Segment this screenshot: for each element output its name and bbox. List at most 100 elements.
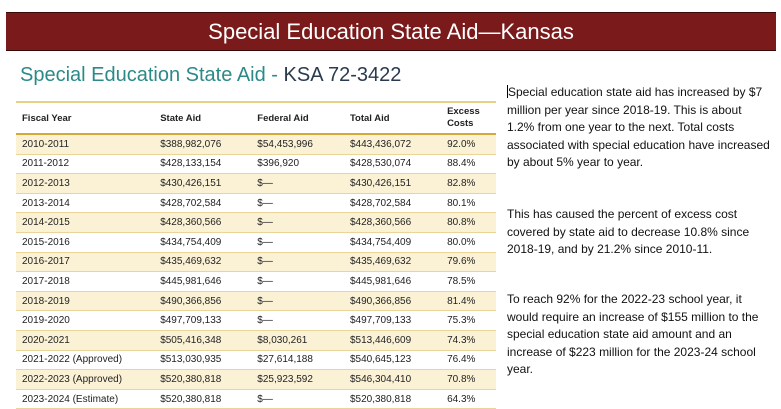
cell-total-aid: $490,366,856 xyxy=(343,291,442,312)
table-header-row: Fiscal Year State Aid Federal Aid Total … xyxy=(16,101,496,135)
cell-federal-aid: $27,614,188 xyxy=(251,350,344,371)
table-row: 2016-2017 $435,469,632 $— $435,469,632 79.6% xyxy=(16,252,496,273)
col-fiscal-year: Fiscal Year xyxy=(16,101,155,135)
cell-excess-costs: 79.6% xyxy=(441,252,496,273)
cell-state-aid: $388,982,076 xyxy=(154,134,252,155)
table-row: 2011-2012 $428,133,154 $396,920 $428,530,07… xyxy=(16,154,496,175)
paragraph-1-text: Special education state aid has increase… xyxy=(507,85,770,169)
cell-total-aid: $428,360,566 xyxy=(343,212,442,233)
cell-state-aid: $445,981,646 xyxy=(154,271,252,292)
cell-federal-aid: $— xyxy=(251,291,344,312)
cell-excess-costs: 74.3% xyxy=(441,330,496,351)
cell-federal-aid: $— xyxy=(251,252,344,273)
cell-state-aid: $490,366,856 xyxy=(154,291,252,312)
cell-total-aid: $434,754,409 xyxy=(343,232,442,253)
cell-total-aid: $428,702,584 xyxy=(343,193,442,214)
table-row: 2013-2014 $428,702,584 $— $428,702,584 80.1% xyxy=(16,193,496,214)
cell-state-aid: $520,380,818 xyxy=(154,369,252,390)
cell-fiscal-year: 2011-2012 xyxy=(16,154,155,175)
table-row: 2020-2021 $505,416,348 $8,030,261 $513,446,… xyxy=(16,330,496,351)
cell-federal-aid: $396,920 xyxy=(251,154,344,175)
cell-excess-costs: 82.8% xyxy=(441,173,496,194)
cell-total-aid: $513,446,609 xyxy=(343,330,442,351)
cell-federal-aid: $8,030,261 xyxy=(251,330,344,351)
cell-excess-costs: 92.0% xyxy=(441,134,496,155)
cell-fiscal-year: 2015-2016 xyxy=(16,232,155,253)
cell-federal-aid: $— xyxy=(251,173,344,194)
cell-total-aid: $546,304,410 xyxy=(343,369,442,390)
table-body: 2010-2011 $388,982,076 $54,453,996 $443,436… xyxy=(16,134,496,409)
table-row: 2012-2013 $430,426,151 $— $430,426,151 82.8% xyxy=(16,173,496,194)
col-total-aid: Total Aid xyxy=(343,101,442,135)
cell-federal-aid: $54,453,996 xyxy=(251,134,344,155)
col-federal-aid: Federal Aid xyxy=(251,101,344,135)
cell-state-aid: $428,702,584 xyxy=(154,193,252,214)
cell-state-aid: $505,416,348 xyxy=(154,330,252,351)
cell-state-aid: $513,030,935 xyxy=(154,350,252,371)
cell-excess-costs: 80.8% xyxy=(441,212,496,233)
cell-excess-costs: 76.4% xyxy=(441,350,496,371)
cell-fiscal-year: 2023-2024 (Estimate) xyxy=(16,389,155,409)
section-heading: Special Education State Aid - KSA 72-342… xyxy=(20,64,401,87)
cell-federal-aid: $— xyxy=(251,310,344,331)
cell-fiscal-year: 2016-2017 xyxy=(16,252,155,273)
paragraph-2: This has caused the percent of excess co… xyxy=(507,207,750,256)
cell-state-aid: $434,754,409 xyxy=(154,232,252,253)
heading-label: Special Education State Aid xyxy=(20,64,266,86)
cell-state-aid: $428,360,566 xyxy=(154,212,252,233)
cell-fiscal-year: 2021-2022 (Approved) xyxy=(16,350,155,371)
cell-federal-aid: $— xyxy=(251,232,344,253)
aid-table: Fiscal Year State Aid Federal Aid Total … xyxy=(16,101,496,409)
cell-federal-aid: $— xyxy=(251,271,344,292)
cell-state-aid: $428,133,154 xyxy=(154,154,252,175)
cell-total-aid: $445,981,646 xyxy=(343,271,442,292)
cell-total-aid: $428,530,074 xyxy=(343,154,442,175)
table-row: 2010-2011 $388,982,076 $54,453,996 $443,436… xyxy=(16,134,496,155)
cell-fiscal-year: 2018-2019 xyxy=(16,291,155,312)
cell-fiscal-year: 2022-2023 (Approved) xyxy=(16,369,155,390)
cell-total-aid: $540,645,123 xyxy=(343,350,442,371)
col-state-aid: State Aid xyxy=(154,101,252,135)
cell-excess-costs: 70.8% xyxy=(441,369,496,390)
table-row: 2022-2023 (Approved) $520,380,818 $25,923,… xyxy=(16,369,496,390)
paragraph-3: To reach 92% for the 2022-23 school year… xyxy=(507,292,759,376)
cell-excess-costs: 78.5% xyxy=(441,271,496,292)
cell-state-aid: $435,469,632 xyxy=(154,252,252,273)
cell-total-aid: $443,436,072 xyxy=(343,134,442,155)
cell-excess-costs: 88.4% xyxy=(441,154,496,175)
table-row: 2018-2019 $490,366,856 $— $490,366,856 81.4% xyxy=(16,291,496,312)
cell-fiscal-year: 2019-2020 xyxy=(16,310,155,331)
cell-total-aid: $435,469,632 xyxy=(343,252,442,273)
cell-fiscal-year: 2017-2018 xyxy=(16,271,155,292)
table-row: 2015-2016 $434,754,409 $— $434,754,409 80.0% xyxy=(16,232,496,253)
heading-statute: KSA 72-3422 xyxy=(283,64,402,86)
cell-fiscal-year: 2020-2021 xyxy=(16,330,155,351)
cell-fiscal-year: 2013-2014 xyxy=(16,193,155,214)
table-row: 2021-2022 (Approved) $513,030,935 $27,614,… xyxy=(16,350,496,371)
cell-fiscal-year: 2010-2011 xyxy=(16,134,155,155)
cell-fiscal-year: 2014-2015 xyxy=(16,212,155,233)
text-cursor xyxy=(507,85,508,98)
cell-state-aid: $520,380,818 xyxy=(154,389,252,409)
cell-excess-costs: 75.3% xyxy=(441,310,496,331)
table-row: 2017-2018 $445,981,646 $— $445,981,646 78.5% xyxy=(16,271,496,292)
cell-state-aid: $430,426,151 xyxy=(154,173,252,194)
cell-excess-costs: 80.1% xyxy=(441,193,496,214)
cell-federal-aid: $25,923,592 xyxy=(251,369,344,390)
table-row: 2014-2015 $428,360,566 $— $428,360,566 80.8% xyxy=(16,212,496,233)
cell-federal-aid: $— xyxy=(251,212,344,233)
cell-excess-costs: 81.4% xyxy=(441,291,496,312)
paragraph-1: Special education state aid has increase… xyxy=(507,84,772,172)
cell-total-aid: $430,426,151 xyxy=(343,173,442,194)
cell-state-aid: $497,709,133 xyxy=(154,310,252,331)
title-banner: Special Education State Aid—Kansas xyxy=(6,12,776,51)
heading-separator: - xyxy=(265,64,284,86)
cell-excess-costs: 64.3% xyxy=(441,389,496,409)
cell-total-aid: $497,709,133 xyxy=(343,310,442,331)
banner-title: Special Education State Aid—Kansas xyxy=(208,18,574,44)
cell-federal-aid: $— xyxy=(251,193,344,214)
table-row: 2019-2020 $497,709,133 $— $497,709,133 75.3% xyxy=(16,310,496,331)
cell-excess-costs: 80.0% xyxy=(441,232,496,253)
cell-fiscal-year: 2012-2013 xyxy=(16,173,155,194)
col-excess-costs: Excess Costs xyxy=(441,101,496,135)
